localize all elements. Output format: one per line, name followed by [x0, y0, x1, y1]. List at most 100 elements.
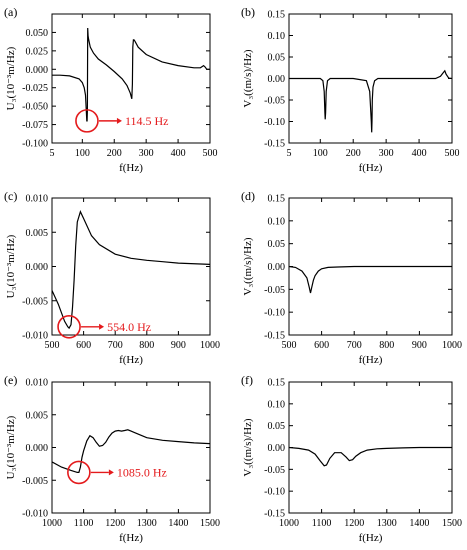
- x-tick-label: 700: [347, 340, 362, 351]
- y-axis-label: U₃(10⁻³m/Hz): [5, 234, 17, 298]
- x-tick-label: 200: [107, 148, 122, 159]
- y-tick-label: 0.050: [26, 28, 49, 39]
- y-tick-label: -0.10: [264, 487, 285, 498]
- annotation-arrowhead: [108, 469, 114, 476]
- x-axis-label: f(Hz): [119, 354, 143, 366]
- series-line: [52, 210, 210, 330]
- x-tick-label: 1000: [442, 340, 462, 351]
- chart-panel: 5 100 200 300 400 500 -0.100 -0.075 -0.050 -0.025…: [4, 5, 218, 174]
- annotation-circle: [57, 314, 81, 339]
- y-tick-label: 0.15: [268, 10, 286, 21]
- y-tick-label: -0.05: [264, 465, 285, 476]
- x-tick-label: 900: [171, 340, 186, 351]
- y-tick-label: 0.025: [26, 46, 49, 57]
- y-tick-label: 0.00: [268, 443, 286, 454]
- chart-panel: 500 600 700 800 900 1000 -0.15 -0.10 -0.05 0.00 0.…: [241, 189, 462, 366]
- y-tick-label: 0.010: [26, 378, 49, 389]
- x-tick-label: 300: [379, 148, 394, 159]
- series-line: [289, 446, 452, 467]
- x-tick-label: 900: [412, 340, 427, 351]
- plot-frame: [51, 381, 211, 514]
- x-tick-label: 500: [203, 148, 218, 159]
- panel-label: (b): [241, 5, 255, 19]
- x-tick-label: 200: [346, 148, 361, 159]
- y-tick-label: -0.05: [264, 96, 285, 107]
- y-tick-label: 0.005: [26, 410, 49, 421]
- x-tick-label: 1400: [168, 518, 188, 529]
- x-axis-label: f(Hz): [359, 354, 383, 366]
- annotation-label: 554.0 Hz: [107, 320, 151, 334]
- panel-label: (e): [4, 373, 17, 387]
- x-tick-label: 1400: [409, 518, 429, 529]
- y-tick-label: 0.05: [268, 421, 286, 432]
- chart-panel: 500 600 700 800 900 1000 -0.010 -0.005 0.000 0.00…: [4, 189, 220, 366]
- x-tick-label: 1100: [74, 518, 94, 529]
- x-tick-label: 800: [379, 340, 394, 351]
- y-axis-label: U₃(10⁻³m/Hz): [5, 46, 17, 110]
- annotation-arrowhead: [99, 323, 105, 330]
- y-tick-label: -0.10: [264, 117, 285, 128]
- chart-panel: 1000 1100 1200 1300 1400 1500 -0.010 -0.005 0.00…: [4, 373, 220, 544]
- x-tick-label: 600: [314, 340, 329, 351]
- y-tick-label: 0.00: [268, 74, 286, 85]
- x-tick-label: 700: [108, 340, 123, 351]
- series-line: [52, 429, 210, 473]
- x-tick-label: 100: [75, 148, 90, 159]
- y-tick-label: 0.00: [268, 262, 286, 273]
- x-tick-label: 500: [45, 340, 60, 351]
- annotation-circle: [67, 460, 91, 485]
- plot-frame: [51, 197, 211, 336]
- panel-label: (a): [4, 5, 17, 19]
- x-tick-label: 1100: [312, 518, 332, 529]
- y-axis-label: V₃((m/s)/Hz): [242, 237, 254, 296]
- chart-panel: 1000 1100 1200 1300 1400 1500 -0.15 -0.10 -0.05 0…: [241, 373, 462, 544]
- x-tick-label: 5: [287, 148, 292, 159]
- y-axis-label: U₃(10⁻³m/Hz): [5, 415, 17, 479]
- y-tick-label: -0.05: [264, 285, 285, 296]
- y-tick-label: -0.010: [22, 509, 48, 520]
- y-tick-label: 0.010: [26, 194, 49, 205]
- annotation-circle: [75, 109, 99, 133]
- x-tick-label: 1000: [279, 518, 299, 529]
- series-line: [52, 27, 210, 122]
- x-axis-label: f(Hz): [119, 162, 143, 174]
- y-axis-label: V₃((m/s)/Hz): [242, 49, 254, 108]
- panel-label: (c): [4, 189, 17, 203]
- annotation-label: 1085.0 Hz: [117, 465, 167, 479]
- x-tick-label: 800: [139, 340, 154, 351]
- y-tick-label: 0.15: [268, 194, 286, 205]
- x-tick-label: 5: [50, 148, 55, 159]
- panel-label: (d): [241, 189, 255, 203]
- y-tick-label: 0.10: [268, 31, 286, 42]
- chart-panel: 5 100 200 300 400 500 -0.15 -0.10 -0.05 0.00 0.05 0…: [241, 5, 460, 174]
- panel-label: (f): [241, 373, 253, 387]
- x-tick-label: 1000: [200, 340, 220, 351]
- y-axis-label: V₃((m/s)/Hz): [242, 418, 254, 477]
- y-tick-label: 0.005: [26, 228, 49, 239]
- y-tick-label: -0.025: [22, 83, 48, 94]
- x-tick-label: 1200: [105, 518, 125, 529]
- plot-frame: [51, 13, 211, 144]
- annotation-arrowhead: [116, 117, 122, 124]
- x-axis-label: f(Hz): [359, 162, 383, 174]
- x-axis-label: f(Hz): [119, 532, 143, 544]
- y-tick-label: -0.15: [264, 331, 285, 342]
- y-tick-label: 0.000: [26, 262, 49, 273]
- y-tick-label: -0.005: [22, 476, 48, 487]
- annotation-label: 114.5 Hz: [125, 114, 169, 128]
- series-line: [289, 69, 452, 133]
- x-tick-label: 1500: [442, 518, 462, 529]
- x-tick-label: 1300: [377, 518, 397, 529]
- x-tick-label: 1000: [42, 518, 62, 529]
- x-axis-label: f(Hz): [359, 532, 383, 544]
- x-tick-label: 100: [313, 148, 328, 159]
- y-tick-label: -0.15: [264, 139, 285, 150]
- x-tick-label: 300: [139, 148, 154, 159]
- y-tick-label: 0.000: [26, 443, 49, 454]
- y-tick-label: -0.005: [22, 296, 48, 307]
- x-tick-label: 400: [412, 148, 427, 159]
- y-tick-label: -0.010: [22, 331, 48, 342]
- x-tick-label: 500: [445, 148, 460, 159]
- y-tick-label: -0.075: [22, 120, 48, 131]
- y-tick-label: 0.05: [268, 239, 286, 250]
